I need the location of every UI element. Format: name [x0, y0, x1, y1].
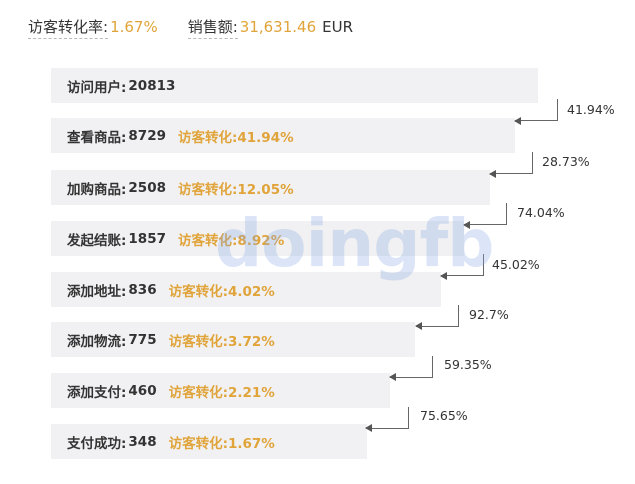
arrow-left-icon — [365, 424, 372, 432]
step-connector — [490, 152, 533, 174]
funnel-step-count: 20813 — [128, 77, 176, 94]
conversion-value: 1.67% — [228, 435, 275, 452]
step-rate: 41.94% — [567, 102, 615, 117]
conversion-value: 3.72% — [228, 333, 275, 350]
arrow-left-icon — [440, 272, 447, 280]
funnel-step-add-shipping: 添加物流: 775 访客转化:3.72% — [51, 322, 415, 357]
conversion-label: 访客转化: — [177, 232, 238, 249]
funnel-step-name: 添加物流: — [67, 333, 127, 350]
funnel-step-payment-success: 支付成功: 348 访客转化:1.67% — [51, 424, 367, 459]
funnel-step-count: 836 — [128, 281, 157, 298]
funnel-step-conversion: 访客转化:8.92% — [178, 229, 284, 249]
step-rate: 92.7% — [469, 307, 509, 322]
sales-label: 销售额: — [187, 16, 238, 39]
step-connector — [464, 203, 507, 225]
conversion-label: 访客转化: — [168, 333, 228, 350]
conversion-label: 访客转化: — [177, 181, 238, 198]
conversion-value: 41.94% — [237, 129, 294, 146]
conversion-value: 2.21% — [228, 384, 275, 401]
visitor-conversion-label: 访客转化率: — [28, 16, 109, 39]
step-connector — [390, 356, 433, 378]
funnel-step-name: 访问用户: — [67, 79, 127, 96]
conversion-label: 访客转化: — [168, 435, 228, 452]
conversion-label: 访客转化: — [168, 283, 228, 300]
conversion-value: 4.02% — [228, 283, 275, 300]
step-connector — [515, 99, 558, 121]
funnel-step-count: 2508 — [128, 179, 166, 196]
conversion-label: 访客转化: — [168, 384, 228, 401]
step-rate: 59.35% — [444, 357, 492, 372]
funnel-step-conversion: 访客转化:1.67% — [169, 432, 275, 452]
funnel-step-add-payment: 添加支付: 460 访客转化:2.21% — [51, 373, 390, 408]
step-rate: 75.65% — [420, 408, 468, 423]
step-connector — [366, 407, 409, 429]
sales-currency: EUR — [322, 18, 354, 36]
arrow-left-icon — [389, 373, 396, 381]
conversion-value: 12.05% — [237, 181, 294, 198]
funnel-step-count: 775 — [128, 331, 157, 348]
funnel-step-count: 348 — [128, 433, 157, 450]
summary-header: 访客转化率: 1.67% 销售额: 31,631.46 EUR — [28, 14, 353, 40]
funnel-step-conversion: 访客转化:4.02% — [169, 280, 275, 300]
arrow-left-icon — [415, 322, 422, 330]
conversion-value: 8.92% — [237, 232, 285, 249]
funnel-step-conversion: 访客转化:41.94% — [178, 126, 294, 146]
step-rate: 74.04% — [517, 205, 565, 220]
arrow-left-icon — [463, 221, 470, 229]
funnel-step-add-to-cart: 加购商品: 2508 访客转化:12.05% — [51, 170, 490, 205]
funnel-step-name: 发起结账: — [67, 232, 127, 249]
funnel-step-count: 8729 — [128, 127, 166, 144]
funnel-step-conversion: 访客转化:2.21% — [169, 381, 275, 401]
arrow-left-icon — [514, 117, 521, 125]
funnel-step-name: 查看商品: — [67, 129, 127, 146]
funnel-step-name: 添加支付: — [67, 384, 127, 401]
funnel-step-conversion: 访客转化:3.72% — [169, 330, 275, 350]
sales-value: 31,631.46 — [239, 18, 317, 36]
funnel-step-add-address: 添加地址: 836 访客转化:4.02% — [51, 272, 441, 307]
funnel-step-conversion: 访客转化:12.05% — [178, 178, 294, 198]
visitor-conversion-value: 1.67% — [110, 18, 158, 36]
funnel-step-name: 加购商品: — [67, 181, 127, 198]
conversion-label: 访客转化: — [177, 129, 238, 146]
funnel-step-view-product: 查看商品: 8729 访客转化:41.94% — [51, 118, 515, 153]
funnel-step-count: 1857 — [128, 230, 166, 247]
step-connector — [416, 305, 459, 327]
funnel-step-name: 支付成功: — [67, 435, 127, 452]
funnel-step-count: 460 — [128, 382, 157, 399]
funnel-step-visitors: 访问用户: 20813 — [51, 68, 538, 103]
step-connector — [441, 254, 484, 276]
step-rate: 28.73% — [542, 154, 590, 169]
funnel-step-begin-checkout: 发起结账: 1857 访客转化:8.92% — [51, 221, 464, 256]
step-rate: 45.02% — [492, 257, 540, 272]
funnel-step-name: 添加地址: — [67, 283, 127, 300]
arrow-left-icon — [489, 170, 496, 178]
